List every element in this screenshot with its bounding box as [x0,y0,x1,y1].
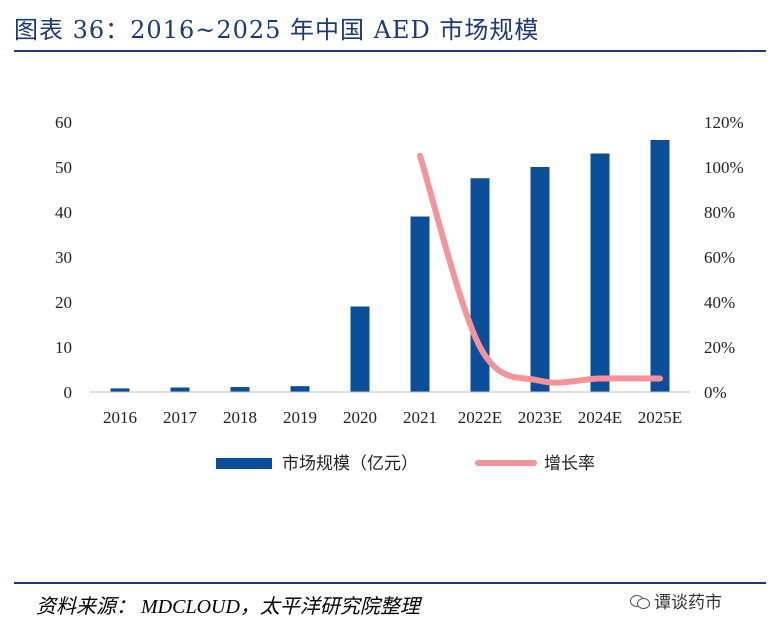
y-left-tick-label: 10 [55,338,72,357]
source-note: 资料来源： MDCLOUD，太平洋研究院整理 [36,596,420,618]
y-left-tick-label: 20 [55,293,72,312]
y-right-tick-label: 0% [704,383,727,402]
footer-divider [14,582,766,584]
bar-2019 [290,386,310,392]
y-left-tick-label: 0 [64,383,73,402]
wechat-icon [630,593,650,609]
y-right-tick-label: 80% [704,203,735,222]
legend-label-growth-rate: 增长率 [544,454,595,474]
x-tick-label: 2025E [638,408,682,427]
y-right-tick-label: 40% [704,293,735,312]
bar-2020 [350,306,370,392]
y-left-tick-label: 30 [55,248,72,267]
x-tick-label: 2024E [578,408,622,427]
x-tick-label: 2023E [518,408,562,427]
bar-2023E [530,167,550,392]
x-tick-label: 2017 [163,408,198,427]
chart-title: 图表 36：2016~2025 年中国 AED 市场规模 [14,16,540,44]
y-left-tick-label: 40 [55,203,72,222]
y-right-tick-label: 60% [704,248,735,267]
legend-label-market-size: 市场规模（亿元） [282,454,418,474]
market-size-chart: 0 10 20 30 40 50 60 0% 20% 40% 60% 80% 100% 120% 2016 2… [55,113,744,474]
watermark: 谭谈药市 [630,588,722,613]
chart-header: 图表 36：2016~2025 年中国 AED 市场规模 [0,0,780,52]
y-left-tick-label: 50 [55,158,72,177]
bar-2018 [230,387,250,392]
x-tick-label: 2016 [103,408,137,427]
bar-2024E [590,153,610,392]
bar-2017 [170,387,190,392]
x-tick-label: 2020 [343,408,377,427]
x-tick-label: 2019 [283,408,317,427]
y-right-tick-label: 100% [704,158,744,177]
header-divider [14,50,766,52]
x-tick-label: 2018 [223,408,257,427]
bar-2016 [110,388,130,392]
watermark-label: 谭谈药市 [654,593,722,613]
bar-2021 [410,216,430,392]
bar-2025E [650,140,670,392]
y-left-tick-label: 60 [55,113,72,132]
x-tick-label: 2022E [458,408,502,427]
y-right-tick-label: 120% [704,113,744,132]
legend-swatch-market-size [216,458,272,469]
growth-rate-line [417,152,663,386]
x-tick-label: 2021 [403,408,437,427]
y-right-tick-label: 20% [704,338,735,357]
